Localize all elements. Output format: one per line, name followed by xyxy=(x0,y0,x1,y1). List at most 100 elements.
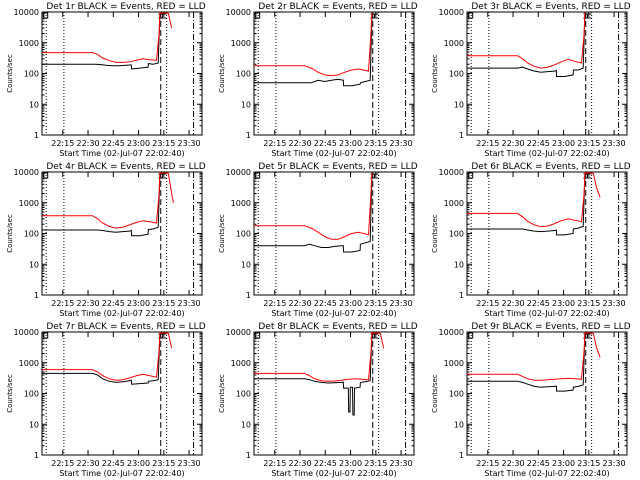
x-tick-label: 22:15 xyxy=(476,139,499,148)
x-tick-label: 22:45 xyxy=(527,139,550,148)
x-tick-label: 23:00 xyxy=(339,299,362,308)
chart-title: Det 6r BLACK = Events, RED = LLD xyxy=(471,162,630,172)
y-tick-label: 10000 xyxy=(439,8,464,17)
x-tick-label: 23:30 xyxy=(178,459,201,468)
y-tick-label: 1 xyxy=(246,131,251,140)
chart-title: Det 5r BLACK = Events, RED = LLD xyxy=(258,162,417,172)
events-series-line xyxy=(467,334,586,392)
plot-frame xyxy=(253,171,415,296)
x-tick-label: 22:45 xyxy=(102,299,125,308)
y-tick-label: 10 xyxy=(241,260,251,269)
interval-bracket xyxy=(255,332,261,339)
x-tick-label: 23:15 xyxy=(364,459,387,468)
chart-panel: Det 4r BLACK = Events, RED = LLD 1 10 100 10… xyxy=(6,162,206,318)
x-tick-label: 22:30 xyxy=(501,139,524,148)
x-tick-label: 23:00 xyxy=(127,299,150,308)
lld-series-line xyxy=(467,172,601,228)
x-axis-label: Start Time (02-Jul-07 22:02:40) xyxy=(271,469,396,478)
x-tick-label: 23:15 xyxy=(364,299,387,308)
lld-series-line xyxy=(42,172,174,229)
y-axis-label: Counts/sec xyxy=(431,374,439,413)
y-tick-label: 100 xyxy=(24,390,39,399)
y-tick-label: 10000 xyxy=(226,328,251,337)
x-axis-label: Start Time (02-Jul-07 22:02:40) xyxy=(484,309,609,318)
y-tick-label: 1 xyxy=(459,291,464,300)
x-tick-label: 23:15 xyxy=(364,139,387,148)
y-tick-label: 10 xyxy=(454,260,464,269)
chart-title: Det 7r BLACK = Events, RED = LLD xyxy=(46,322,205,332)
interval-bracket xyxy=(255,12,261,19)
x-tick-label: 23:30 xyxy=(178,139,201,148)
x-tick-label: 23:00 xyxy=(127,139,150,148)
events-series-line xyxy=(467,14,586,77)
y-tick-label: 10000 xyxy=(14,168,39,177)
lld-series-line xyxy=(42,12,173,63)
chart-panel: Det 8r BLACK = Events, RED = LLD 1 10 100 10… xyxy=(218,322,418,478)
y-tick-label: 100 xyxy=(24,230,39,239)
x-axis-label: Start Time (02-Jul-07 22:02:40) xyxy=(59,309,184,318)
x-tick-label: 22:45 xyxy=(314,139,337,148)
x-tick-label: 22:30 xyxy=(501,299,524,308)
plot-frame xyxy=(253,11,415,136)
y-tick-label: 1000 xyxy=(231,199,251,208)
lld-series-line xyxy=(467,12,586,69)
y-tick-label: 100 xyxy=(449,390,464,399)
x-tick-label: 23:00 xyxy=(339,459,362,468)
x-tick-label: 22:30 xyxy=(288,459,311,468)
chart-title: Det 8r BLACK = Events, RED = LLD xyxy=(258,322,417,332)
x-tick-label: 22:30 xyxy=(288,139,311,148)
events-series-line xyxy=(254,174,373,253)
x-tick-label: 22:15 xyxy=(263,459,286,468)
chart-panel: Det 9r BLACK = Events, RED = LLD 1 10 100 10… xyxy=(431,322,631,478)
chart-title: Det 3r BLACK = Events, RED = LLD xyxy=(471,2,630,12)
x-tick-label: 23:00 xyxy=(552,299,575,308)
events-series-line xyxy=(254,14,373,87)
chart-title: Det 2r BLACK = Events, RED = LLD xyxy=(258,2,417,12)
y-axis-label: Counts/sec xyxy=(218,214,226,253)
x-tick-label: 22:15 xyxy=(51,139,74,148)
interval-bracket xyxy=(468,172,474,179)
lld-series-line xyxy=(254,172,373,240)
x-tick-label: 23:15 xyxy=(577,139,600,148)
y-tick-label: 100 xyxy=(236,230,251,239)
x-tick-label: 23:00 xyxy=(339,139,362,148)
events-series-line xyxy=(42,174,161,237)
x-tick-label: 22:15 xyxy=(263,139,286,148)
y-tick-label: 10000 xyxy=(439,328,464,337)
interval-bracket xyxy=(255,172,261,179)
x-tick-label: 23:00 xyxy=(552,139,575,148)
y-tick-label: 10000 xyxy=(226,168,251,177)
y-tick-label: 10 xyxy=(454,420,464,429)
x-tick-label: 23:30 xyxy=(178,299,201,308)
events-series-line xyxy=(467,174,586,236)
y-tick-label: 1 xyxy=(34,451,39,460)
x-tick-label: 22:30 xyxy=(76,459,99,468)
x-tick-label: 23:15 xyxy=(152,139,175,148)
y-tick-label: 1 xyxy=(459,131,464,140)
y-tick-label: 10000 xyxy=(14,8,39,17)
y-axis-label: Counts/sec xyxy=(6,214,14,253)
x-tick-label: 23:30 xyxy=(390,139,413,148)
x-tick-label: 23:00 xyxy=(127,459,150,468)
plot-frame xyxy=(253,331,415,456)
plot-frame xyxy=(466,331,628,456)
y-tick-label: 1 xyxy=(34,291,39,300)
x-tick-label: 23:15 xyxy=(152,459,175,468)
interval-bracket xyxy=(43,332,49,339)
y-tick-label: 10 xyxy=(454,100,464,109)
chart-panel: Det 1r BLACK = Events, RED = LLD 1 10 100 10… xyxy=(6,2,206,158)
y-tick-label: 100 xyxy=(236,70,251,79)
x-tick-label: 22:45 xyxy=(314,299,337,308)
chart-panel: Det 5r BLACK = Events, RED = LLD 1 10 100 10… xyxy=(218,162,418,318)
y-tick-label: 1000 xyxy=(444,199,464,208)
x-tick-label: 22:45 xyxy=(527,299,550,308)
interval-bracket xyxy=(43,172,49,179)
x-tick-label: 23:30 xyxy=(603,459,626,468)
x-axis-label: Start Time (02-Jul-07 22:02:40) xyxy=(59,149,184,158)
chart-panel: Det 7r BLACK = Events, RED = LLD 1 10 100 10… xyxy=(6,322,206,478)
y-axis-label: Counts/sec xyxy=(218,374,226,413)
x-tick-label: 22:15 xyxy=(51,459,74,468)
y-axis-label: Counts/sec xyxy=(6,374,14,413)
y-tick-label: 1000 xyxy=(19,39,39,48)
